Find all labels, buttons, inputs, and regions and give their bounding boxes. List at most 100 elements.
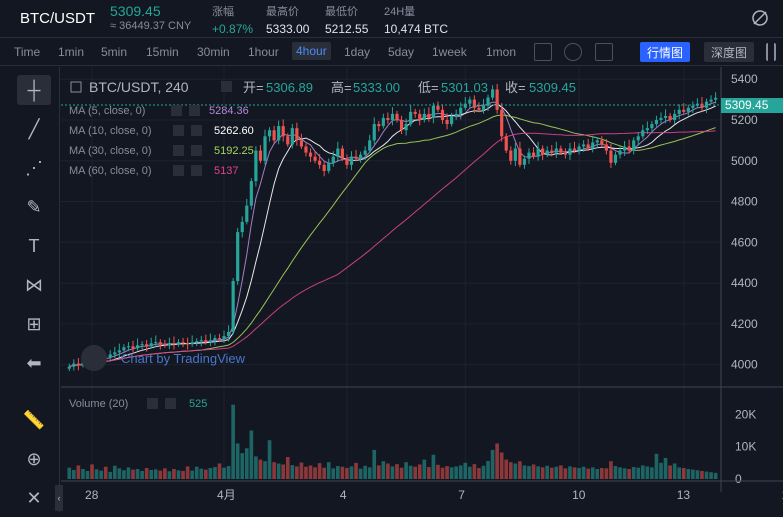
interval-5day[interactable]: 5day [388, 45, 415, 59]
ma30-settings-icon[interactable] [173, 145, 184, 156]
candle-body [627, 146, 631, 151]
candle-body [472, 99, 476, 108]
fib-icon[interactable]: ⋰ [25, 157, 43, 178]
ma60-close-icon[interactable] [191, 165, 202, 176]
interval-1min[interactable]: 1min [58, 45, 85, 59]
volume-close-icon[interactable] [165, 398, 176, 409]
cny-price: ≈ 36449.37 CNY [110, 20, 192, 32]
candle-body [454, 113, 458, 116]
interval-1week[interactable]: 1week [432, 45, 467, 59]
trendline-icon[interactable]: ╱ [28, 118, 40, 139]
text-icon[interactable]: T [28, 235, 40, 256]
candle-body [72, 363, 76, 367]
ma5-close-icon[interactable] [189, 105, 200, 116]
volume-bar [376, 465, 381, 479]
candle-body [586, 144, 590, 149]
interval-5min[interactable]: 5min [101, 45, 128, 59]
volume-bar [549, 467, 554, 479]
chart-area[interactable]: 4000 4200 4400 4600 4800 5000 5200 5400 0 10K 20K 2… [61, 67, 783, 512]
depth-view-button[interactable]: 深度图 [704, 42, 755, 62]
volume-bar [258, 459, 263, 479]
crosshair-icon[interactable]: ┼ [17, 75, 51, 105]
interval-1hour[interactable]: 1hour [248, 45, 279, 59]
remove-icon[interactable]: ✕ [26, 487, 42, 508]
volume-bar [563, 468, 568, 479]
volume-bar [72, 469, 76, 479]
candle-body [258, 150, 263, 161]
candle-body [436, 105, 440, 110]
interval-30min[interactable]: 30min [197, 45, 230, 59]
volume-bar [527, 466, 531, 479]
interval-1day[interactable]: 1day [344, 45, 371, 59]
volume-bar [713, 472, 718, 479]
interval-time[interactable]: Time [14, 45, 41, 59]
candle-body [490, 89, 495, 98]
volume-bar [545, 465, 550, 479]
candle-body [135, 345, 140, 349]
interval-1mon[interactable]: 1mon [486, 45, 517, 59]
brush-icon[interactable]: ✎ [26, 196, 42, 217]
candle-body [318, 160, 322, 165]
collapse-toolbar-button[interactable]: ‹ [55, 485, 63, 511]
volume-bar [636, 467, 641, 479]
legend-settings-icon[interactable] [221, 81, 232, 92]
zoom-icon[interactable]: ⊕ [26, 448, 42, 469]
ma5-settings-icon[interactable] [171, 105, 182, 116]
candle-body [445, 120, 449, 125]
volume-bar [281, 464, 286, 479]
candle-body [682, 109, 686, 112]
candle-body [231, 281, 235, 332]
ma10-settings-icon[interactable] [173, 125, 184, 136]
candle-body [504, 136, 508, 151]
volume-bar [590, 467, 595, 479]
kline-view-button[interactable]: 行情图 [640, 42, 691, 62]
volume-settings-icon[interactable] [147, 398, 158, 409]
candle-body [368, 140, 372, 151]
ruler-icon[interactable]: 📏 [22, 409, 46, 430]
ma60-settings-icon[interactable] [173, 165, 184, 176]
volume-bar [422, 459, 427, 479]
volume-bar [663, 458, 668, 479]
candle-body [422, 113, 426, 120]
indicators-icon[interactable] [564, 43, 582, 61]
volume-bar [108, 471, 113, 479]
candle-body [113, 352, 117, 355]
volume-bar [504, 459, 509, 479]
settings-icon[interactable] [751, 9, 769, 27]
pattern-icon[interactable]: ⋈ [25, 274, 43, 295]
volume-bar [386, 463, 390, 479]
candle-body [322, 164, 326, 171]
candle-body [299, 140, 304, 147]
fullscreen-icon[interactable] [595, 43, 613, 61]
ma30-close-icon[interactable] [191, 145, 202, 156]
candle-body [345, 158, 349, 165]
price-chart[interactable]: 4000 4200 4400 4600 4800 5000 5200 5400 0 10K 20K 2… [61, 67, 783, 512]
ma-legend: MA (5, close, 0) 5284.36 MA (10, close, … [69, 105, 254, 177]
expand-icon[interactable] [766, 43, 776, 61]
volume-bar [413, 466, 418, 479]
volume-bar [135, 468, 140, 479]
back-arrow-icon[interactable]: ⬅ [26, 352, 42, 373]
candle-body [222, 336, 226, 340]
candle-body [650, 124, 654, 129]
collapse-legend-icon[interactable] [70, 81, 82, 93]
chart-type-icon[interactable] [534, 43, 552, 61]
candle-body [167, 343, 172, 346]
ohlc-legend: BTC/USDT, 240 开= 5306.89 高= 5333.00 低= 5… [70, 79, 576, 95]
candle-body [331, 156, 335, 163]
interval-15min[interactable]: 15min [146, 45, 179, 59]
candle-body [700, 103, 704, 108]
volume-bar [267, 440, 272, 479]
volume-bar [477, 468, 481, 479]
candle-body [495, 89, 499, 110]
volume-bar [263, 461, 267, 479]
ma10-close-icon[interactable] [191, 125, 202, 136]
prediction-icon[interactable]: ⊞ [26, 313, 42, 334]
interval-4hour[interactable]: 4hour [292, 42, 331, 60]
volume-bar [290, 465, 295, 479]
price-tick-label: 5000 [731, 154, 758, 168]
volume-bar [668, 465, 672, 479]
volume-label: Volume (20) [69, 398, 128, 410]
volume-bar [700, 470, 704, 479]
volume-bar [640, 465, 645, 479]
